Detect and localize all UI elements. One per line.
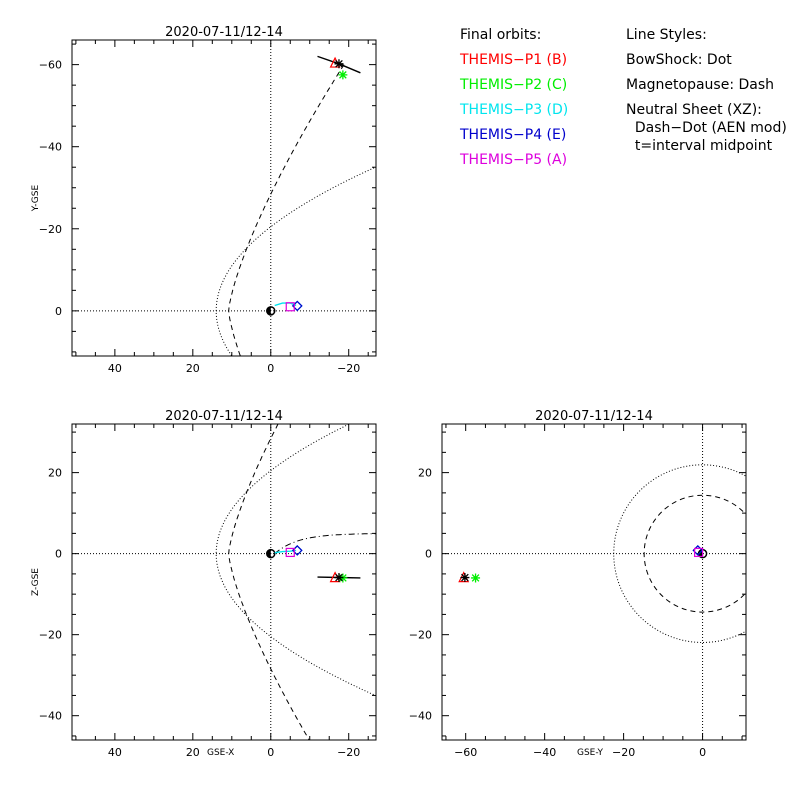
probe-marker-p5	[285, 302, 295, 312]
probe-marker-p5	[694, 547, 704, 558]
legend-probe-p4: THEMIS−P4 (E)	[460, 127, 567, 143]
legend-orbits: Final orbits: THEMIS−P1 (B) THEMIS−P2 (C…	[460, 26, 620, 176]
legend-probe-p2: THEMIS−P2 (C)	[460, 77, 568, 93]
legend-orbits-heading: Final orbits:	[460, 27, 542, 43]
y-tick-label: −20	[39, 629, 62, 642]
y-axis-label: Y-GSE	[31, 185, 41, 213]
earth-night-side	[266, 549, 271, 558]
plot-frame	[71, 39, 377, 357]
legend-style-magnetopause: Magnetopause: Dash	[626, 77, 775, 93]
plot-area	[442, 424, 746, 740]
bow-shock-curve	[215, 166, 376, 356]
panel-xy: 40 20 0 −20 −60 −40 −20 0 2020-07-11/12-14 Y-GSE	[31, 25, 377, 375]
x-axis-label: GSE-X	[207, 748, 234, 758]
midpoint-asterisk	[334, 573, 344, 583]
x-tick-label: 0	[267, 746, 274, 759]
legend-style-midpoint: t=interval midpoint	[626, 138, 773, 154]
x-axis-label: GSE-Y	[577, 748, 604, 758]
panel-title: 2020-07-11/12-14	[165, 409, 283, 424]
legend-probe-p3: THEMIS−P3 (D)	[460, 102, 569, 118]
x-tick-label: 20	[186, 362, 200, 375]
legend-style-bowshock: BowShock: Dot	[626, 52, 732, 68]
plot-area	[72, 40, 376, 356]
x-tick-label: 40	[108, 746, 122, 759]
probe-marker-p2	[338, 70, 348, 80]
x-tick-label: −20	[337, 746, 360, 759]
neutral-sheet-curve	[274, 533, 376, 554]
x-tick-label: 0	[699, 746, 706, 759]
legend-probe-p1: THEMIS−P1 (B)	[460, 52, 568, 68]
panel-xz: 40 20 0 −20 −40 −20 0 20 2020-07-11/12-14 GSE-X Z-…	[31, 409, 377, 759]
midpoint-asterisk	[334, 59, 344, 69]
y-tick-label: −60	[39, 59, 62, 72]
panel-yz: −60 −40 −20 0 −40 −20 0 20 2020-07-11/12-14 GSE-Y	[409, 409, 747, 759]
y-axis-label: Z-GSE	[31, 568, 41, 596]
y-tick-label: −40	[409, 710, 432, 723]
y-tick-label: 0	[55, 305, 62, 318]
y-tick-label: 20	[48, 467, 62, 480]
probe-marker-p5	[285, 547, 295, 558]
panel-title: 2020-07-11/12-14	[165, 25, 283, 40]
x-tick-label: 0	[267, 362, 274, 375]
y-tick-label: −40	[39, 710, 62, 723]
y-tick-label: 0	[425, 548, 432, 561]
x-tick-label: −40	[533, 746, 556, 759]
y-tick-label: −20	[39, 223, 62, 236]
probe-marker-p2	[471, 573, 481, 583]
legend-style-neutral-sheet: Neutral Sheet (XZ):	[626, 102, 762, 118]
midpoint-asterisk	[460, 573, 470, 583]
y-tick-label: −40	[39, 141, 62, 154]
plot-frame	[71, 423, 377, 741]
x-tick-label: −60	[454, 746, 477, 759]
plot-frame	[441, 423, 747, 741]
panel-title: 2020-07-11/12-14	[535, 409, 653, 424]
x-tick-label: 20	[186, 746, 200, 759]
earth-night-side	[266, 306, 271, 315]
y-tick-label: 0	[55, 548, 62, 561]
legend-line-styles: Line Styles: BowShock: Dot Magnetopause:…	[626, 26, 800, 155]
x-tick-label: −20	[337, 362, 360, 375]
plot-area	[72, 424, 376, 740]
y-tick-label: −20	[409, 629, 432, 642]
legend-styles-heading: Line Styles:	[626, 27, 707, 43]
legend-style-dash-dot: Dash−Dot (AEN mod)	[626, 120, 787, 136]
x-tick-label: 40	[108, 362, 122, 375]
magnetopause-curve	[228, 424, 310, 740]
magnetopause-curve	[228, 64, 345, 356]
legend-probe-p5: THEMIS−P5 (A)	[460, 152, 568, 168]
y-tick-label: 20	[418, 467, 432, 480]
x-tick-label: −20	[612, 746, 635, 759]
magnetopause-curve	[643, 494, 746, 613]
bow-shock-curve	[613, 464, 746, 643]
